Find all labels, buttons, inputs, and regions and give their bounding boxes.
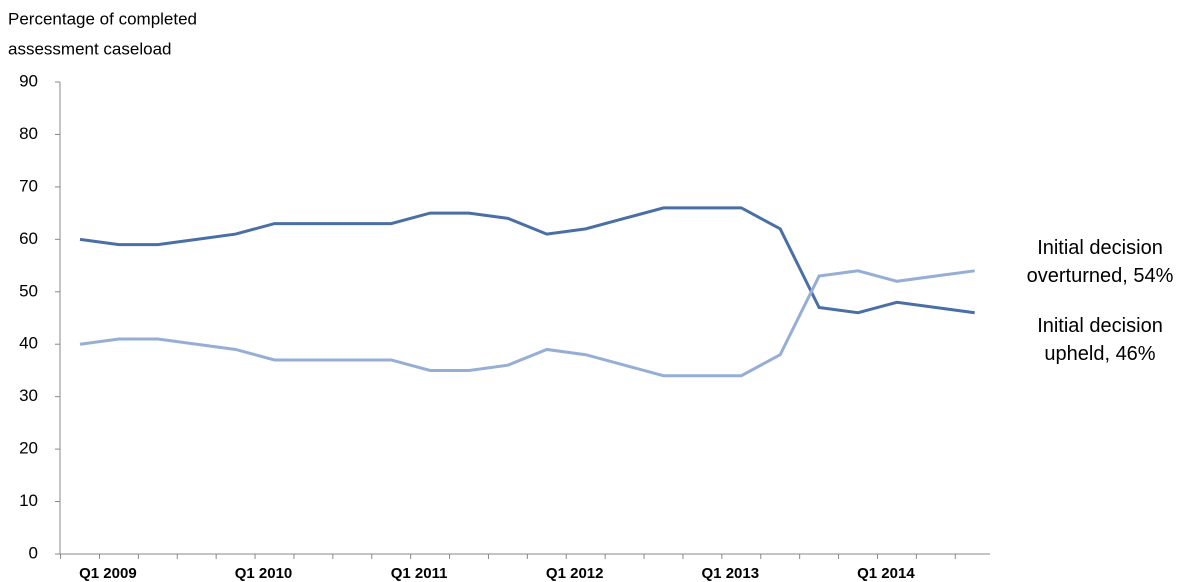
x-tick-label: Q1 2012 xyxy=(546,565,604,582)
annotation: upheld, 46% xyxy=(1044,343,1155,365)
y-axis-title: assessment caseload xyxy=(8,39,171,58)
y-tick-label: 60 xyxy=(19,229,38,248)
y-tick-label: 20 xyxy=(19,439,38,458)
x-tick-label: Q1 2013 xyxy=(702,565,760,582)
y-axis-title: Percentage of completed xyxy=(8,9,197,28)
line-series xyxy=(79,269,975,378)
y-tick-label: 70 xyxy=(19,176,38,195)
annotation: Initial decision xyxy=(1037,315,1163,337)
annotation: overturned, 54% xyxy=(1027,265,1174,287)
x-tick-label: Q1 2011 xyxy=(391,565,448,582)
y-tick-label: 30 xyxy=(19,386,38,405)
y-tick-label: 40 xyxy=(19,334,38,353)
annotation: Initial decision xyxy=(1037,237,1163,259)
y-tick-label: 10 xyxy=(19,491,38,510)
x-tick-label: Q1 2010 xyxy=(235,565,293,582)
x-tick-label: Q1 2014 xyxy=(857,565,915,582)
y-tick-label: 0 xyxy=(29,543,38,562)
y-tick-label: 50 xyxy=(19,281,38,300)
x-tick-label: Q1 2009 xyxy=(79,565,137,582)
y-tick-label: 90 xyxy=(19,71,38,90)
y-tick-label: 80 xyxy=(19,124,38,143)
line-series xyxy=(79,206,975,315)
